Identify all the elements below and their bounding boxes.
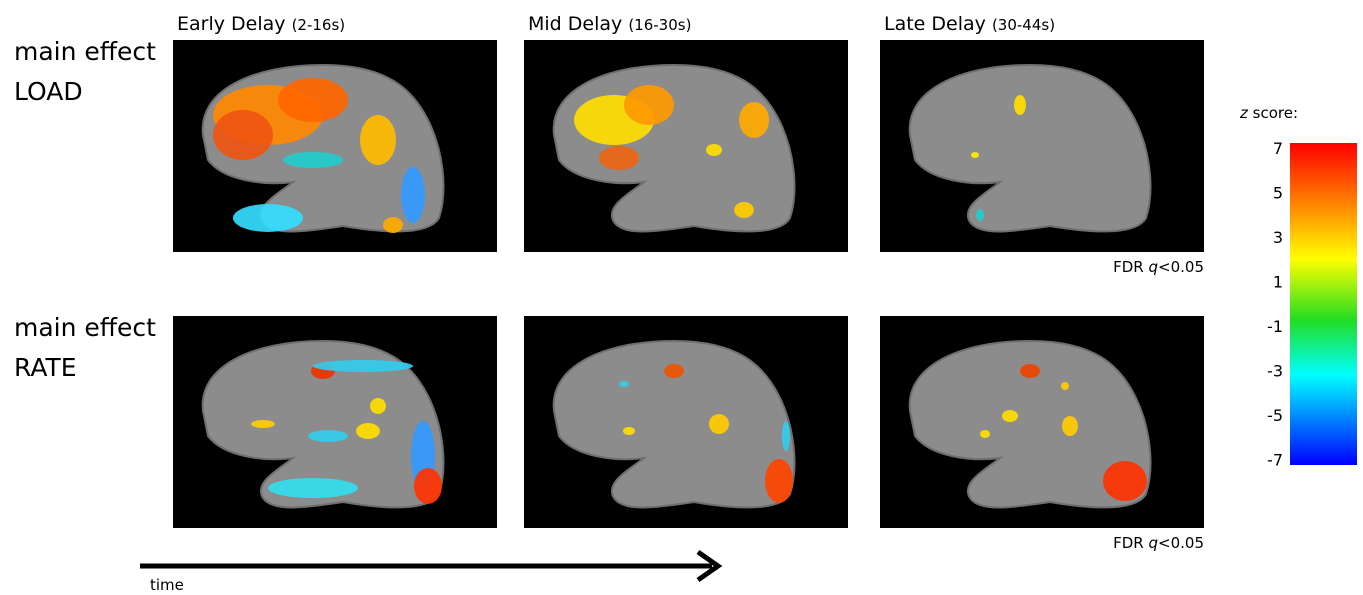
activation-blob bbox=[709, 414, 729, 434]
colorbar-symbol: z bbox=[1239, 104, 1249, 122]
column-header: Mid Delay (16-30s) bbox=[528, 13, 691, 35]
threshold-suffix: <0.05 bbox=[1158, 534, 1204, 552]
row-label: main effect bbox=[14, 37, 156, 66]
threshold-note: FDR q<0.05 bbox=[1113, 258, 1204, 276]
activation-blob bbox=[308, 430, 348, 442]
threshold-symbol: q bbox=[1149, 258, 1159, 276]
activation-blob bbox=[370, 398, 386, 414]
activation-blob bbox=[283, 152, 343, 168]
column-headers: Early Delay (2-16s) Mid Delay (16-30s) Lat… bbox=[177, 13, 1055, 35]
activation-blob bbox=[414, 468, 442, 504]
row-label: RATE bbox=[14, 353, 77, 382]
column-header: Early Delay (2-16s) bbox=[177, 13, 345, 35]
column-range: (2-16s) bbox=[292, 16, 346, 34]
activation-blob bbox=[624, 85, 674, 125]
activation-blob bbox=[356, 423, 380, 439]
activation-blob bbox=[980, 430, 990, 438]
threshold-prefix: FDR bbox=[1113, 258, 1144, 276]
threshold-suffix: <0.05 bbox=[1158, 258, 1204, 276]
activation-blob bbox=[401, 167, 425, 223]
activation-blob bbox=[383, 217, 403, 233]
row-labels: main effect LOAD main effect RATE bbox=[14, 37, 156, 382]
activation-blob bbox=[213, 110, 273, 160]
activation-blob bbox=[971, 152, 979, 158]
activation-blob bbox=[664, 364, 684, 378]
activation-blob bbox=[782, 421, 790, 451]
activation-blob bbox=[1014, 95, 1026, 115]
arrow-head bbox=[696, 549, 723, 583]
colorbar-title: z score: bbox=[1239, 104, 1298, 122]
column-title: Early Delay bbox=[177, 13, 286, 35]
colorbar-tick-label: -1 bbox=[1267, 317, 1283, 336]
activation-blob bbox=[706, 144, 722, 156]
activation-blob bbox=[1002, 410, 1018, 422]
threshold-prefix: FDR bbox=[1113, 534, 1144, 552]
activation-blob bbox=[313, 360, 413, 372]
time-label: time bbox=[150, 576, 184, 594]
column-title: Late Delay bbox=[884, 13, 986, 35]
activation-blob bbox=[765, 459, 793, 503]
threshold-symbol: q bbox=[1149, 534, 1159, 552]
brain-panel bbox=[880, 316, 1204, 528]
row-label: LOAD bbox=[14, 77, 83, 106]
brain-panel bbox=[524, 316, 848, 528]
column-title: Mid Delay bbox=[528, 13, 622, 35]
activation-blob bbox=[1020, 364, 1040, 378]
brain-panel bbox=[880, 40, 1204, 252]
colorbar-tick-label: -3 bbox=[1267, 362, 1283, 381]
activation-blob bbox=[233, 204, 303, 232]
colorbar-tick-label: 7 bbox=[1273, 139, 1283, 158]
colorbar-label: score: bbox=[1253, 104, 1298, 122]
activation-blob bbox=[599, 146, 639, 170]
panels bbox=[173, 40, 1204, 528]
row-label: main effect bbox=[14, 313, 156, 342]
activation-blob bbox=[1103, 461, 1147, 501]
column-range: (30-44s) bbox=[992, 16, 1055, 34]
colorbar-ticks: 7 5 3 1 -1 -3 -5 -7 bbox=[1267, 139, 1283, 470]
activation-blob bbox=[739, 102, 769, 138]
column-header: Late Delay (30-44s) bbox=[884, 13, 1055, 35]
brain-panel bbox=[173, 40, 497, 252]
activation-blob bbox=[623, 427, 635, 435]
threshold-note: FDR q<0.05 bbox=[1113, 534, 1204, 552]
activation-blob bbox=[251, 420, 275, 428]
activation-blob bbox=[1062, 416, 1078, 436]
activation-blob bbox=[619, 381, 629, 387]
colorbar-tick-label: -7 bbox=[1267, 451, 1283, 470]
column-range: (16-30s) bbox=[628, 16, 691, 34]
colorbar-tick-label: 3 bbox=[1273, 228, 1283, 247]
activation-blob bbox=[976, 209, 984, 221]
activation-blob bbox=[734, 202, 754, 218]
colorbar-tick-label: -5 bbox=[1267, 406, 1283, 425]
brain-panel bbox=[524, 40, 848, 252]
colorbar-tick-label: 1 bbox=[1273, 273, 1283, 292]
colorbar bbox=[1290, 143, 1357, 465]
activation-blob bbox=[278, 78, 348, 122]
activation-blob bbox=[360, 115, 396, 165]
colorbar-tick-label: 5 bbox=[1273, 184, 1283, 203]
brain-panel bbox=[173, 316, 497, 528]
activation-blob bbox=[268, 478, 358, 498]
activation-blob bbox=[1061, 382, 1069, 390]
